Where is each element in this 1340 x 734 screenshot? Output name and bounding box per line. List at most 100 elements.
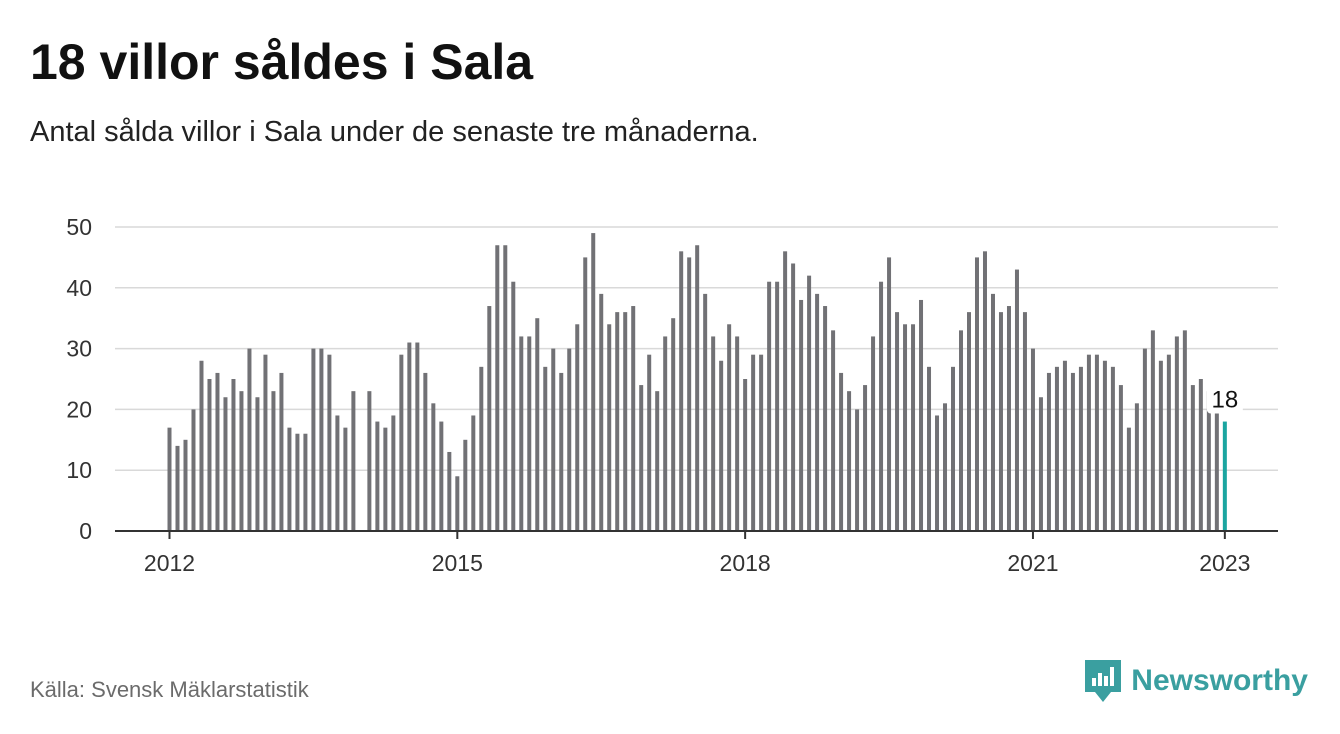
bar	[791, 263, 796, 531]
bar	[295, 433, 300, 531]
bar	[583, 257, 588, 531]
bar	[943, 403, 948, 531]
bar	[927, 366, 932, 531]
bar	[415, 342, 420, 531]
bar	[271, 391, 276, 531]
bar	[183, 439, 188, 531]
bar	[903, 324, 908, 531]
bar	[679, 251, 684, 531]
x-tick-label: 2015	[432, 550, 483, 576]
bar	[423, 372, 428, 531]
bar	[1078, 366, 1083, 531]
bar	[1054, 366, 1059, 531]
bar	[743, 379, 748, 531]
bar	[495, 245, 500, 532]
bar	[567, 348, 572, 531]
y-tick-label: 30	[66, 336, 92, 362]
bar	[671, 318, 676, 531]
bar	[175, 445, 180, 531]
bar	[551, 348, 556, 531]
bar	[599, 293, 604, 531]
bar	[1134, 403, 1139, 531]
bar	[527, 336, 532, 531]
highlight-label-bg	[1206, 385, 1243, 414]
bar	[319, 348, 324, 531]
bar	[447, 451, 452, 531]
bar	[391, 415, 396, 531]
bar	[767, 281, 772, 531]
bar	[631, 306, 636, 531]
bar	[815, 293, 820, 531]
bar	[343, 427, 348, 531]
labels: 0 10 20 30 40 50 2012 2015 2018 2021 2023 18	[66, 214, 1250, 576]
bar	[503, 245, 508, 532]
bar	[703, 293, 708, 531]
bar	[463, 439, 468, 531]
bar	[303, 433, 308, 531]
bar	[1198, 379, 1203, 531]
bar	[1094, 354, 1099, 531]
bar	[967, 312, 971, 531]
bar	[695, 245, 700, 532]
bar	[639, 385, 644, 531]
bar	[367, 391, 372, 531]
bar	[511, 281, 516, 531]
x-tick-label: 2023	[1199, 550, 1250, 576]
bar	[215, 372, 220, 531]
bar	[1182, 330, 1187, 531]
bar	[687, 257, 692, 531]
bar	[1110, 366, 1115, 531]
bar	[279, 372, 284, 531]
bar	[623, 312, 628, 531]
bar	[607, 324, 612, 531]
y-tick-label: 50	[66, 214, 92, 240]
bar	[1190, 385, 1195, 531]
bar	[799, 299, 804, 531]
y-tick-label: 40	[66, 275, 92, 301]
bar	[487, 306, 492, 531]
bar	[1014, 269, 1019, 531]
bar	[591, 233, 596, 531]
bar	[974, 257, 979, 531]
bar	[207, 379, 212, 531]
bar	[1102, 360, 1107, 531]
axes	[115, 530, 1278, 539]
bar	[982, 251, 987, 531]
bar	[455, 476, 460, 531]
bar	[783, 251, 788, 531]
bar	[1174, 336, 1179, 531]
bar	[759, 354, 764, 531]
bar	[775, 281, 780, 531]
bar	[1046, 372, 1051, 531]
bar	[543, 366, 548, 531]
bar	[919, 299, 924, 531]
bar	[287, 427, 292, 531]
bar	[1086, 354, 1091, 531]
bar	[1214, 409, 1219, 531]
bar	[1006, 306, 1011, 531]
bar	[1126, 427, 1131, 531]
bar	[471, 415, 476, 531]
y-tick-label: 10	[66, 457, 92, 483]
brand-name: Newsworthy	[1131, 664, 1308, 697]
bar	[1158, 360, 1163, 531]
bar	[895, 312, 900, 531]
bar	[831, 330, 836, 531]
bar	[1070, 372, 1075, 531]
x-tick-label: 2021	[1007, 550, 1058, 576]
highlight-value-label: 18	[1211, 387, 1238, 414]
y-tick-label: 20	[66, 396, 92, 422]
bar	[399, 354, 404, 531]
bar	[263, 354, 268, 531]
x-tick-label: 2018	[720, 550, 771, 576]
source-note: Källa: Svensk Mäklarstatistik	[30, 677, 309, 702]
bar	[479, 366, 484, 531]
y-tick-label: 0	[79, 518, 92, 544]
bar	[231, 379, 236, 531]
bar	[1118, 385, 1123, 531]
bar	[1022, 312, 1027, 531]
bar	[663, 336, 668, 531]
bar	[1206, 391, 1211, 531]
bar	[535, 318, 540, 531]
